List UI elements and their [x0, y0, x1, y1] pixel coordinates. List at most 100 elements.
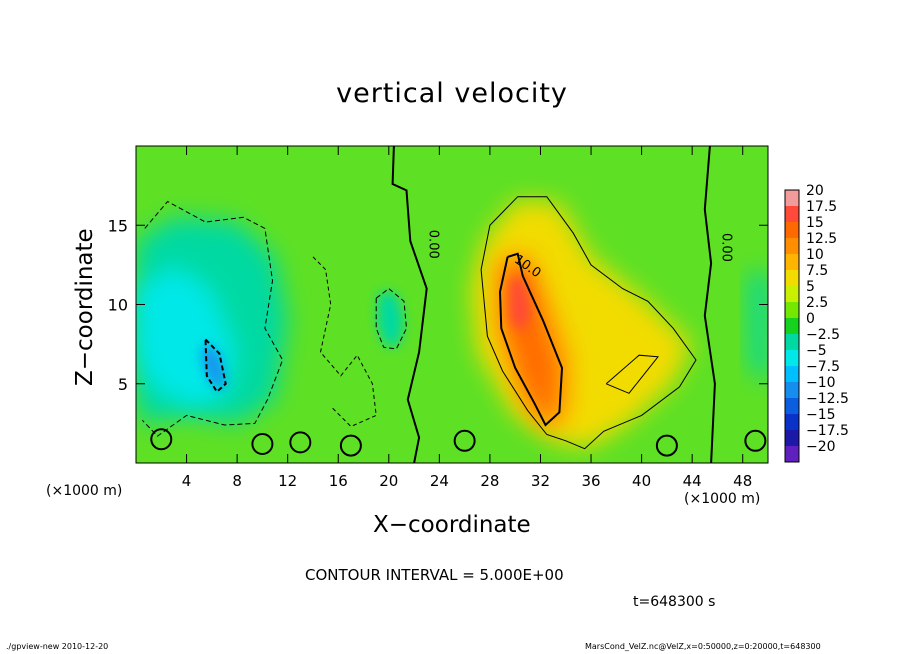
colorbar-swatch-10 [785, 350, 799, 367]
x-tick-label: 12 [278, 472, 297, 490]
colorbar-label: −10 [806, 375, 836, 391]
x-tick-label: 4 [182, 472, 192, 490]
colorbar-swatch-6 [785, 286, 799, 303]
x-tick-8: 8 [232, 146, 242, 490]
y-tick-label: 10 [108, 296, 128, 315]
colorbar-label: 12.5 [806, 231, 837, 247]
colorbar-swatch-14 [785, 414, 799, 431]
colorbar-swatch-16 [785, 446, 799, 463]
x-tick-48: 48 [733, 146, 752, 490]
colorbar-label: 20 [806, 183, 824, 199]
colorbar-label: 0 [806, 311, 815, 327]
downdraft-strong-blob [201, 342, 226, 391]
contour-label-0: 0.00 [425, 230, 440, 259]
five-contour-inner [605, 354, 659, 394]
x-tick-16: 16 [329, 146, 348, 490]
field-blobs [136, 199, 768, 448]
chart-title: vertical velocity [336, 78, 568, 109]
x-tick-label: 28 [480, 472, 499, 490]
x-tick-36: 36 [581, 146, 601, 490]
x-tick-label: 24 [430, 472, 449, 490]
neg-contour-left [141, 200, 284, 437]
colorbar-label: −15 [806, 407, 836, 423]
colorbar-frame [784, 189, 800, 463]
colorbar-swatch-7 [785, 302, 799, 319]
neg-contour-scatter [312, 256, 377, 428]
x-tick-28: 28 [480, 146, 499, 490]
x-tick-label: 44 [683, 472, 702, 490]
y-axis: 5 10 15 [108, 216, 768, 394]
y-tick-10: 10 [108, 296, 768, 315]
colorbar-label: −12.5 [806, 391, 849, 407]
x-tick-4: 4 [182, 146, 192, 490]
footer-left: ./gpview-new 2010-12-20 [6, 642, 109, 651]
zero-island-5 [655, 434, 678, 457]
colorbar-label: 5 [806, 279, 815, 295]
colorbar-label: 7.5 [806, 263, 828, 279]
colorbar-label: 2.5 [806, 295, 828, 311]
colorbar-label: −2.5 [806, 327, 840, 343]
x-tick-40: 40 [632, 146, 651, 490]
x-axis-label: X−coordinate [373, 512, 531, 538]
x-tick-20: 20 [379, 146, 398, 490]
x-axis: 4 8 12 16 20 24 28 32 36 40 44 48 [182, 146, 752, 490]
zero-island-3 [339, 434, 362, 457]
zero-island-6 [744, 429, 767, 452]
colorbar-swatch-3 [785, 238, 799, 255]
contour-interval: CONTOUR INTERVAL = 5.000E+00 [305, 566, 564, 584]
colorbar-swatch-4 [785, 254, 799, 271]
colorbar-swatch-9 [785, 334, 799, 351]
colorbar-label: −20 [806, 439, 836, 455]
colorbar-label: −7.5 [806, 359, 840, 375]
colorbar-swatch-8 [785, 318, 799, 335]
colorbar-label: 10 [806, 247, 824, 263]
x-tick-label: 36 [581, 472, 600, 490]
y-axis-label: Z−coordinate [72, 228, 98, 386]
y-tick-15: 15 [108, 216, 768, 235]
x-tick-24: 24 [430, 146, 449, 490]
zero-island-0 [150, 428, 173, 451]
colorbar-swatch-1 [785, 206, 799, 223]
x-tick-label: 40 [632, 472, 651, 490]
colorbar-swatch-5 [785, 270, 799, 287]
x-tick-12: 12 [278, 146, 297, 490]
downdraft-side-blob [377, 291, 404, 346]
contour-label-2: 0.00 [718, 233, 733, 262]
x-tick-44: 44 [683, 146, 702, 490]
updraft-peak-blob [510, 275, 531, 334]
zero-island-4 [453, 429, 476, 452]
colorbar-swatch-15 [785, 430, 799, 447]
zero-contour-left [391, 146, 428, 463]
y-tick-label: 5 [118, 375, 128, 394]
ten-contour [498, 252, 564, 427]
x-tick-label: 32 [531, 472, 550, 490]
x-unit-right: (×1000 m) [684, 491, 761, 507]
colorbar-label: 15 [806, 215, 824, 231]
x-tick-label: 20 [379, 472, 398, 490]
five-contour [480, 196, 697, 450]
colorbar-swatch-13 [785, 398, 799, 415]
x-tick-label: 8 [232, 472, 242, 490]
colorbar-swatch-12 [785, 382, 799, 399]
colorbar-swatch-2 [785, 222, 799, 239]
colorbar: 2017.51512.5107.552.50−2.5−5−7.5−10−12.5… [784, 183, 849, 463]
y-tick-5: 5 [118, 375, 768, 394]
x-tick-32: 32 [531, 146, 550, 490]
zero-island-2 [289, 431, 312, 454]
colorbar-label: −5 [806, 343, 827, 359]
field-layer [136, 146, 768, 463]
x-tick-label: 48 [733, 472, 752, 490]
colorbar-label: −17.5 [806, 423, 849, 439]
zero-contour-right [703, 146, 716, 463]
neg-contour-strong [204, 338, 227, 394]
footer-right: MarsCond_VelZ.nc@VelZ,x=0:50000,z=0:2000… [585, 642, 821, 651]
colorbar-label: 17.5 [806, 199, 837, 215]
time-stamp: t=648300 s [633, 594, 716, 610]
y-tick-label: 15 [108, 216, 128, 235]
x-unit-left: (×1000 m) [46, 483, 123, 499]
contour-lines [141, 146, 767, 463]
colorbar-swatch-0 [785, 190, 799, 207]
x-tick-label: 16 [329, 472, 348, 490]
colorbar-swatch-11 [785, 366, 799, 383]
